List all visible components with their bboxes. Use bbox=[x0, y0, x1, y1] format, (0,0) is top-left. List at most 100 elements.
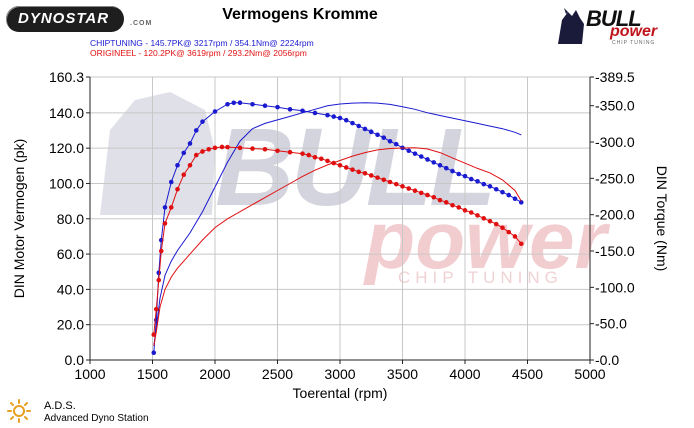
data-point-chiptuning-torque bbox=[381, 135, 387, 140]
data-point-chiptuning-torque bbox=[412, 151, 418, 156]
data-point-origineel-torque bbox=[206, 146, 212, 152]
data-point-origineel-torque bbox=[300, 151, 305, 156]
data-point-chiptuning-torque bbox=[250, 101, 255, 107]
ads-name: A.D.S. bbox=[44, 400, 76, 412]
data-point-origineel-torque bbox=[368, 173, 374, 178]
data-point-chiptuning-torque bbox=[275, 104, 280, 110]
data-point-chiptuning-torque bbox=[362, 126, 368, 132]
y-left-tick-label: 100.0 bbox=[49, 175, 84, 191]
y-left-tick-label: 120.0 bbox=[49, 140, 84, 156]
data-point-chiptuning-torque bbox=[193, 128, 199, 133]
brand-sub: CHIP TUNING bbox=[612, 40, 656, 46]
y-left-axis-label: DIN Motor Vermogen (pk) bbox=[11, 139, 27, 299]
bullpower-logo: BULL power CHIP TUNING bbox=[554, 4, 658, 48]
dynostar-logo-suffix: .COM bbox=[130, 20, 153, 27]
watermark-bull: BULL bbox=[215, 106, 492, 229]
data-point-origineel-torque bbox=[412, 188, 418, 194]
data-point-origineel-torque bbox=[481, 216, 487, 221]
legend: CHIPTUNING - 145.7PK@ 3217rpm / 354.1Nm@… bbox=[90, 38, 314, 58]
ads-logo: A.D.S. Advanced Dyno Station bbox=[6, 398, 206, 426]
y-right-tick-label: -0.0 bbox=[595, 352, 619, 368]
data-point-origineel-torque bbox=[418, 190, 424, 196]
y-right-tick-label: -300.0 bbox=[595, 134, 635, 150]
y-left-tick-label: 160.3 bbox=[49, 69, 84, 85]
data-point-origineel-torque bbox=[381, 177, 387, 183]
series-line-origineel-power bbox=[153, 147, 522, 346]
data-point-origineel-torque bbox=[262, 146, 268, 152]
data-point-origineel-torque bbox=[506, 229, 512, 235]
y-right-axis-label: DIN Torque (Nm) bbox=[654, 166, 670, 272]
data-point-origineel-torque bbox=[181, 172, 187, 178]
data-point-origineel-torque bbox=[512, 234, 518, 239]
data-point-origineel-torque bbox=[306, 152, 312, 158]
y-right-tick-label: -350.0 bbox=[595, 98, 635, 114]
data-point-origineel-torque bbox=[431, 194, 437, 200]
data-point-origineel-torque bbox=[437, 197, 443, 203]
data-point-origineel-torque bbox=[250, 146, 255, 151]
data-point-origineel-torque bbox=[168, 205, 174, 210]
ads-full-name: Advanced Dyno Station bbox=[44, 413, 149, 424]
data-point-origineel-torque bbox=[406, 186, 412, 191]
data-point-origineel-torque bbox=[158, 248, 164, 254]
y-right-tick-label: -50.0 bbox=[595, 316, 627, 332]
x-tick-label: 1500 bbox=[137, 366, 168, 382]
chart-title: Vermogens Kromme bbox=[222, 6, 378, 23]
data-point-chiptuning-torque bbox=[162, 205, 168, 210]
data-point-chiptuning-torque bbox=[175, 162, 180, 168]
x-tick-label: 3500 bbox=[387, 366, 418, 382]
data-point-origineel-torque bbox=[287, 149, 293, 155]
x-tick-label: 2500 bbox=[262, 366, 293, 382]
data-point-chiptuning-torque bbox=[368, 129, 374, 135]
data-point-chiptuning-torque bbox=[437, 162, 443, 168]
x-tick-label: 1000 bbox=[74, 366, 105, 382]
data-point-origineel-torque bbox=[393, 181, 399, 187]
y-left-tick-label: 0.0 bbox=[65, 352, 85, 368]
data-point-origineel-torque bbox=[487, 218, 493, 224]
y-left-tick-label: 20.0 bbox=[57, 317, 84, 333]
data-point-origineel-torque bbox=[493, 221, 499, 227]
y-right-tick-label: -389.5 bbox=[595, 69, 635, 85]
data-point-origineel-torque bbox=[153, 306, 159, 312]
data-point-chiptuning-torque bbox=[262, 103, 268, 108]
data-point-origineel-torque bbox=[275, 148, 280, 154]
data-point-chiptuning-torque bbox=[468, 176, 474, 182]
data-point-chiptuning-torque bbox=[493, 186, 499, 192]
x-tick-label: 2000 bbox=[199, 366, 230, 382]
data-point-chiptuning-torque bbox=[462, 173, 468, 179]
y-right-tick-label: -150.0 bbox=[595, 243, 635, 259]
data-point-chiptuning-torque bbox=[475, 178, 480, 184]
data-point-chiptuning-torque bbox=[431, 160, 437, 165]
data-point-chiptuning-torque bbox=[393, 141, 399, 147]
data-point-chiptuning-torque bbox=[212, 109, 218, 114]
watermark-bull-icon bbox=[100, 92, 215, 215]
data-point-chiptuning-torque bbox=[181, 150, 187, 156]
data-point-origineel-torque bbox=[387, 179, 393, 185]
data-point-chiptuning-torque bbox=[151, 350, 157, 356]
data-point-chiptuning-torque bbox=[481, 181, 487, 187]
y-left-tick-label: 140.0 bbox=[49, 105, 84, 121]
data-point-origineel-torque bbox=[518, 241, 524, 247]
data-point-chiptuning-torque bbox=[237, 100, 243, 106]
series-group bbox=[151, 100, 524, 356]
data-point-chiptuning-torque bbox=[300, 108, 305, 114]
data-point-chiptuning-torque bbox=[487, 184, 493, 189]
dynostar-logo-text: DYNOSTAR bbox=[18, 10, 110, 27]
data-point-origineel-torque bbox=[156, 277, 162, 283]
y-left-tick-label: 60.0 bbox=[57, 246, 84, 262]
y-left-tick-label: 80.0 bbox=[57, 211, 84, 227]
data-point-origineel-torque bbox=[200, 149, 205, 154]
data-point-origineel-torque bbox=[318, 156, 324, 162]
data-point-origineel-torque bbox=[151, 332, 157, 337]
x-tick-label: 4000 bbox=[449, 366, 480, 382]
data-point-chiptuning-torque bbox=[350, 120, 355, 126]
data-point-chiptuning-torque bbox=[456, 171, 462, 177]
data-point-chiptuning-torque bbox=[331, 114, 337, 119]
data-point-chiptuning-torque bbox=[418, 154, 424, 159]
data-point-chiptuning-torque bbox=[375, 132, 380, 138]
data-point-origineel-torque bbox=[462, 208, 468, 213]
data-point-chiptuning-torque bbox=[450, 168, 455, 174]
data-point-origineel-torque bbox=[475, 213, 480, 218]
brand-bull: BULL bbox=[586, 6, 642, 31]
data-point-origineel-torque bbox=[356, 169, 362, 175]
